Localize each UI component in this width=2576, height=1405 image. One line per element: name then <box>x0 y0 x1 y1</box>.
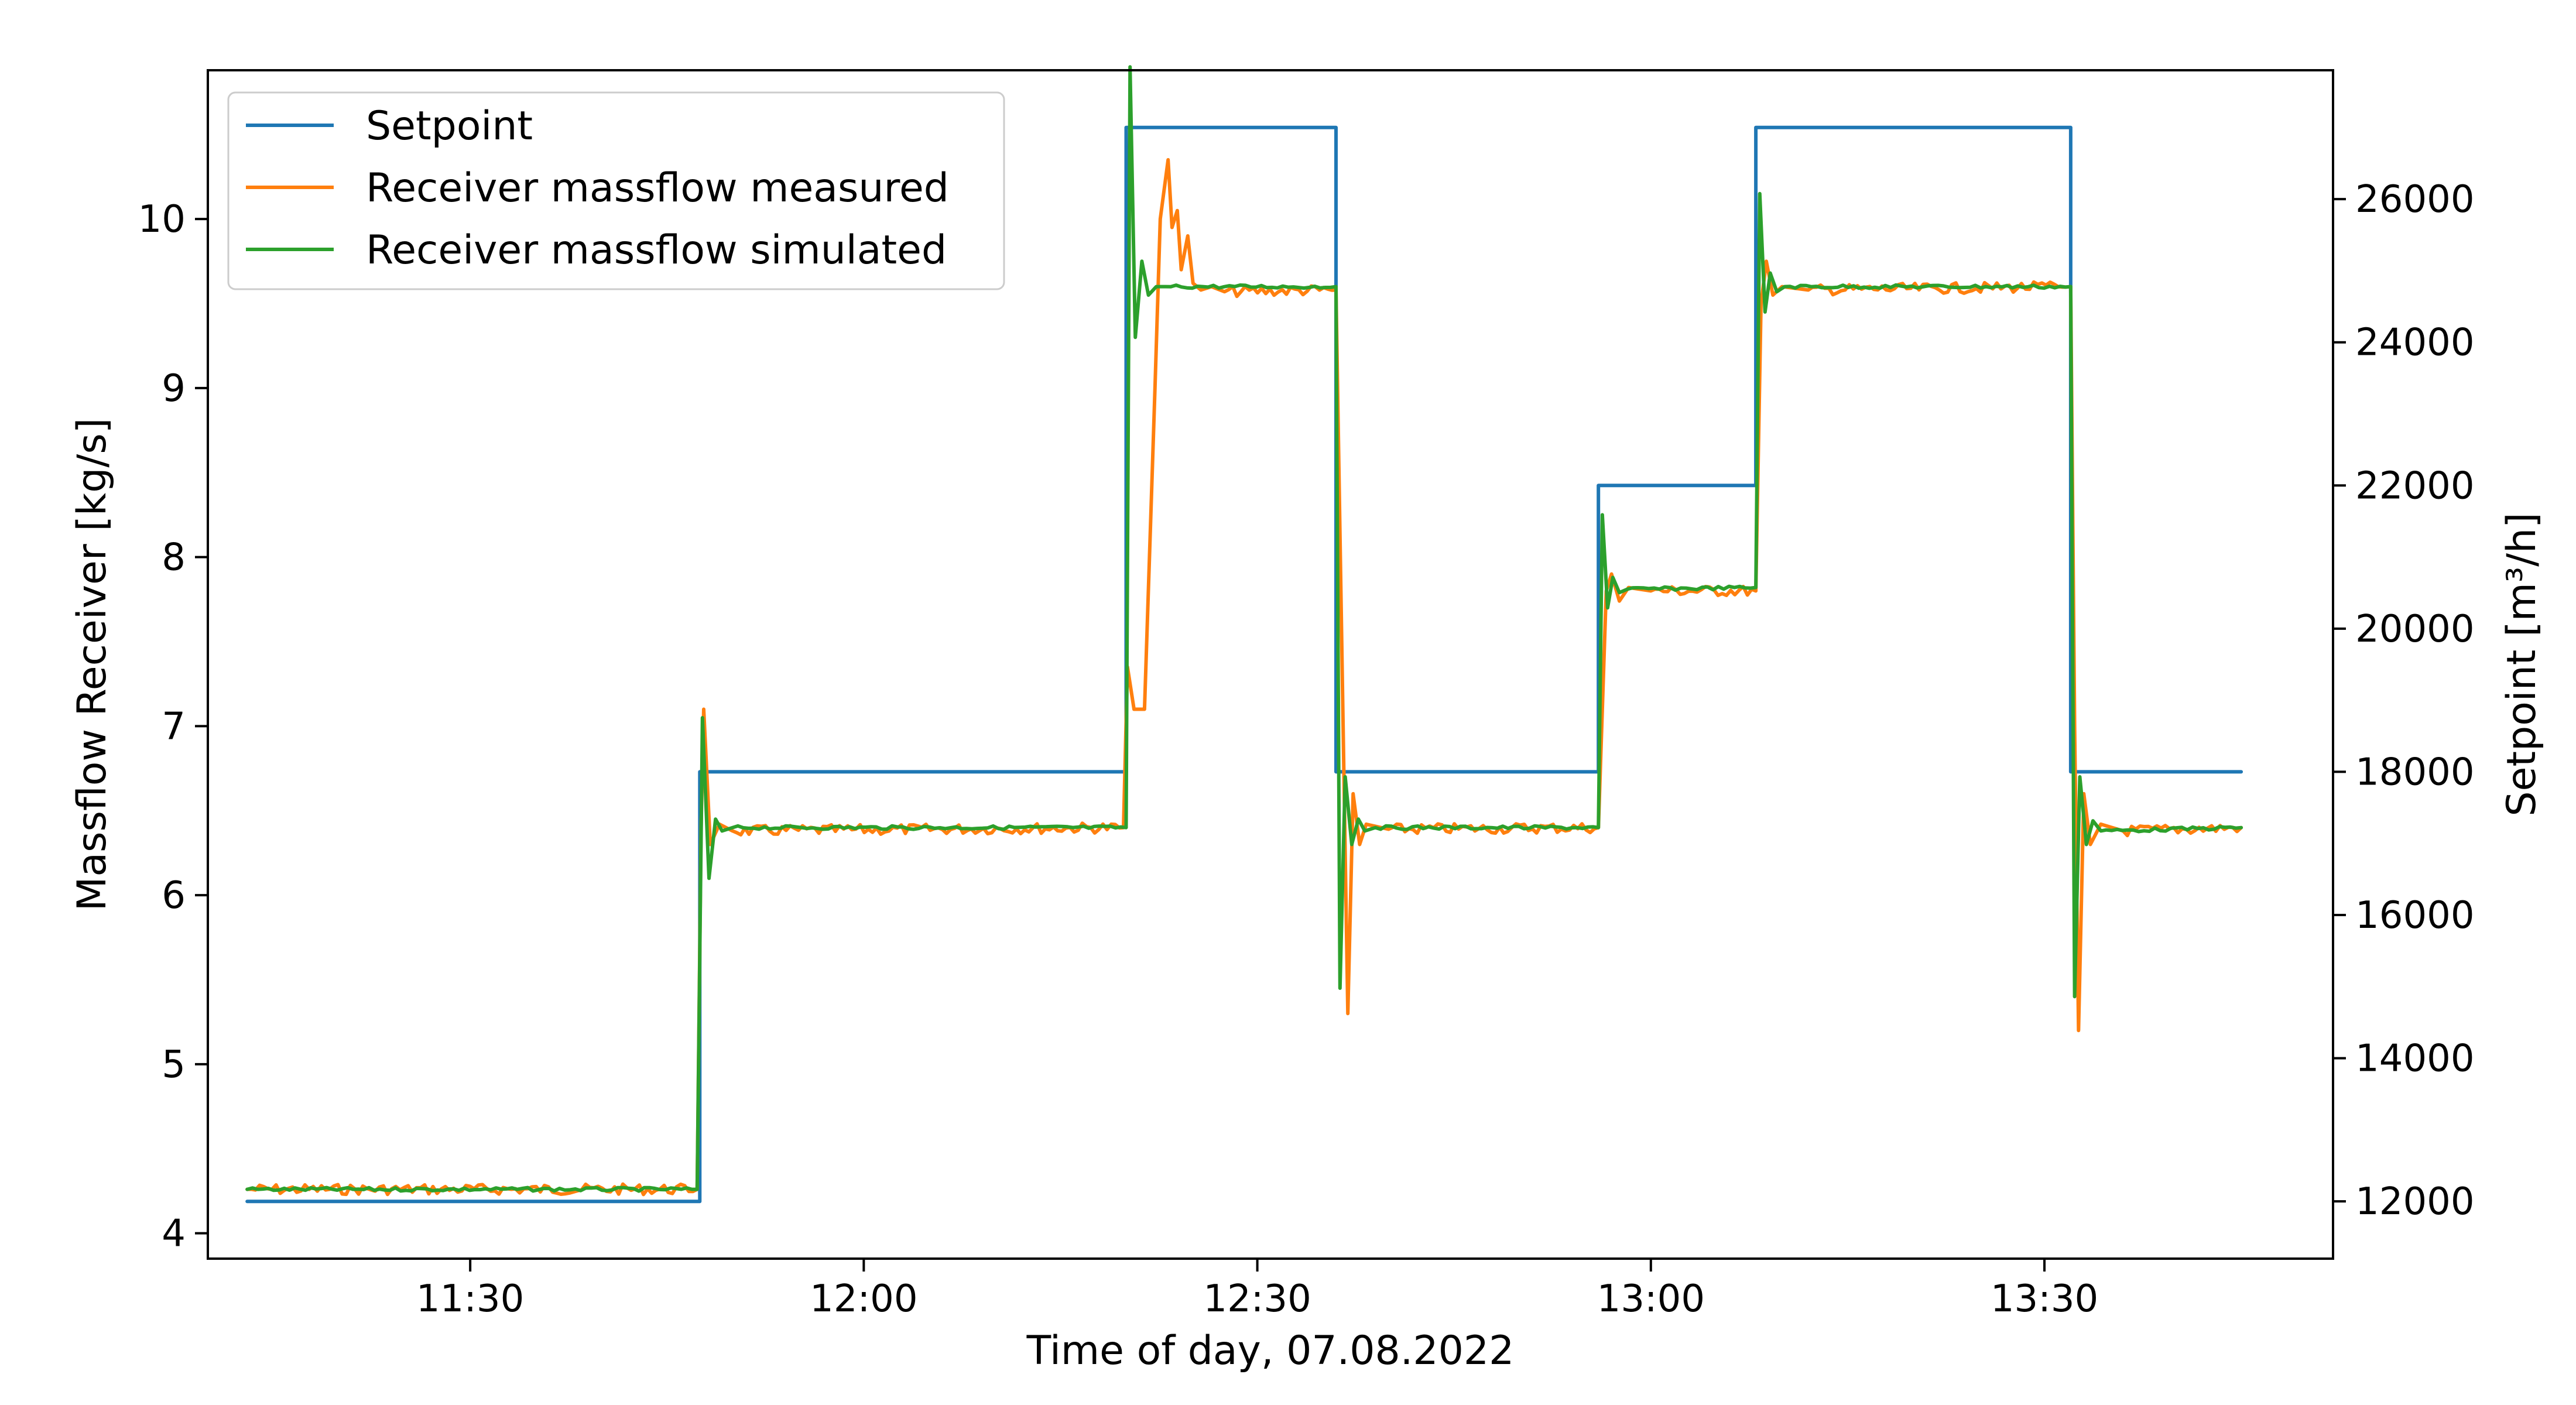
y-right-tick-label: 12000 <box>2355 1180 2475 1224</box>
y-right-tick-label: 26000 <box>2355 178 2475 221</box>
legend-box <box>227 91 1005 290</box>
y-right-tick-label: 24000 <box>2355 321 2475 365</box>
y-right-tick-label: 20000 <box>2355 608 2475 651</box>
series-line-setpoint <box>245 125 2243 1204</box>
y-left-tick-label: 10 <box>138 198 186 241</box>
y-right-tick-label: 22000 <box>2355 464 2475 508</box>
x-tick-label: 11:30 <box>416 1277 524 1321</box>
plot-area <box>207 65 2334 1260</box>
x-axis: 11:30 12:00 12:30 13:00 13:30 <box>416 1259 2098 1321</box>
y-left-tick-label: 8 <box>162 536 186 580</box>
series-line-simulated <box>245 65 2243 1193</box>
x-tick-label: 12:00 <box>810 1277 917 1321</box>
legend: Setpoint Receiver massflow measured Rece… <box>227 91 1005 290</box>
x-tick-label: 13:00 <box>1597 1277 1705 1321</box>
y-axis-left-label: Massflow Receiver [kg/s] <box>69 418 115 911</box>
x-tick-label: 13:30 <box>1991 1277 2098 1321</box>
plot-frame <box>207 69 2334 1260</box>
y-right-tick-label: 18000 <box>2355 751 2475 794</box>
legend-label-setpoint: Setpoint <box>366 103 533 149</box>
x-tick-label: 12:30 <box>1203 1277 1311 1321</box>
y-left-tick-label: 7 <box>162 705 186 748</box>
legend-label-measured: Receiver massflow measured <box>366 165 949 211</box>
series-layer <box>245 65 2243 1204</box>
legend-label-simulated: Receiver massflow simulated <box>366 227 947 273</box>
y-axis-right: 12000 14000 16000 18000 20000 22000 24000 26000 <box>2333 178 2475 1224</box>
y-left-tick-label: 5 <box>162 1043 186 1087</box>
x-axis-label: Time of day, 07.08.2022 <box>1026 1328 1515 1374</box>
y-left-tick-label: 9 <box>162 367 186 410</box>
y-right-tick-label: 14000 <box>2355 1037 2475 1081</box>
y-axis-right-label: Setpoint [m³/h] <box>2499 512 2545 816</box>
y-left-tick-label: 6 <box>162 874 186 917</box>
y-axis-left: 4 5 6 7 8 9 10 <box>138 198 208 1256</box>
y-right-tick-label: 16000 <box>2355 894 2475 937</box>
y-left-tick-label: 4 <box>162 1212 186 1256</box>
